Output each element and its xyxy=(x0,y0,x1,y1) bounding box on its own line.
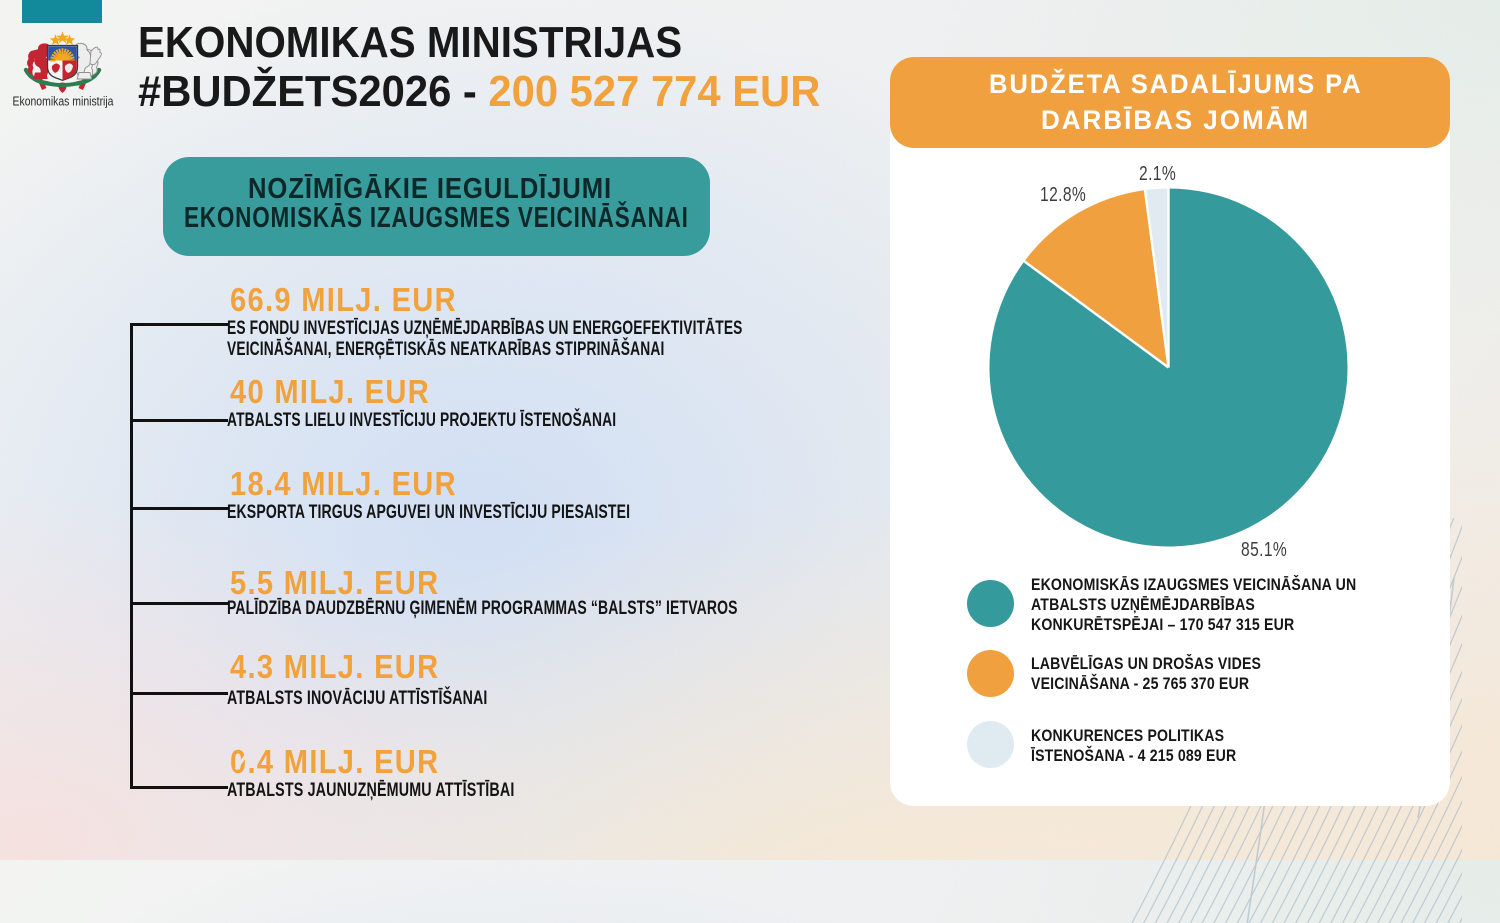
svg-text:Ekonomikas ministrija: Ekonomikas ministrija xyxy=(13,95,114,109)
